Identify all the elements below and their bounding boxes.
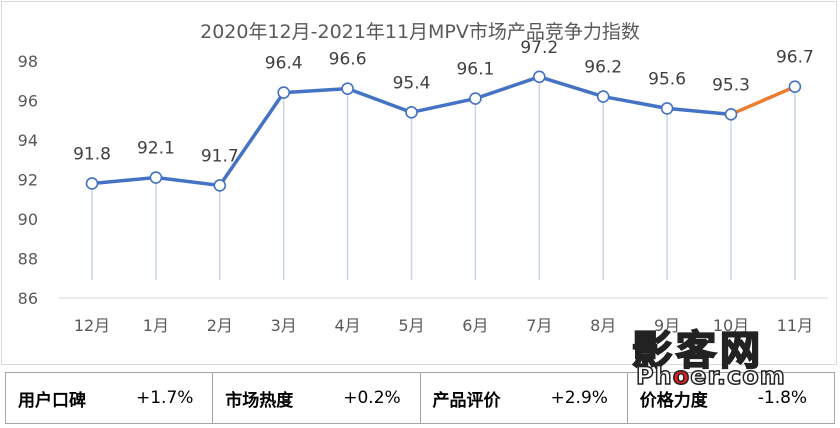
data-label: 91.8 [73,144,111,164]
metric-label: 产品评价 [432,390,501,411]
data-label: 95.6 [648,69,686,89]
metric-label: 市场热度 [225,390,294,411]
x-tick-label: 5月 [398,316,424,335]
data-point [532,70,546,84]
series-line-last-segment [729,84,797,117]
data-point [596,90,610,103]
data-label: 92.1 [137,139,175,159]
metric-label: 价格力度 [639,390,708,411]
data-label: 96.2 [584,58,622,78]
data-point [213,179,227,192]
x-tick-label: 9月 [654,316,680,335]
y-tick-label: 94 [18,131,38,150]
metric-value: +0.2% [343,388,401,408]
y-tick-label: 86 [18,289,38,308]
data-point [469,92,482,105]
metric-price-strength: 价格力度 -1.8% [628,373,834,423]
data-point [724,108,738,121]
chart-frame [1,1,837,365]
line-chart: 2020年12月-2021年11月MPV市场产品竞争力指数 86 88 90 92 94 9… [18,21,828,335]
chart-title: 2020年12月-2021年11月MPV市场产品竞争力指数 [200,21,640,43]
metrics-bar: 用户口碑 +1.7% 市场热度 +0.2% 产品评价 +2.9% 价格力度 -1… [5,372,835,424]
x-tick-label: 11月 [777,316,813,335]
data-label: 95.4 [393,73,431,93]
metric-market-heat: 市场热度 +0.2% [213,373,421,423]
x-tick-label: 4月 [335,316,361,335]
data-point [660,102,674,115]
data-point [788,80,802,93]
metric-user-reputation: 用户口碑 +1.7% [6,373,214,423]
x-tick-label: 6月 [462,316,488,335]
metric-value: -1.8% [757,388,808,408]
data-label: 96.4 [265,54,303,74]
x-tick-label: 3月 [271,316,297,335]
data-point [405,106,418,119]
x-tick-label: 12月 [74,316,110,335]
metric-value: +1.7% [136,388,194,408]
y-tick-label: 92 [18,171,38,190]
data-label: 97.2 [520,38,558,58]
y-tick-label: 98 [18,52,38,71]
y-tick-label: 96 [18,92,38,111]
data-label: 96.1 [456,60,494,80]
metric-label: 用户口碑 [18,390,86,411]
data-label: 96.6 [329,50,367,70]
metric-value: +2.9% [550,388,608,408]
y-tick-label: 90 [18,210,38,229]
x-tick-label: 1月 [143,316,169,335]
x-tick-label: 7月 [526,316,552,335]
x-tick-label: 10月 [713,316,749,335]
metric-product-review: 产品评价 +2.9% [421,373,628,423]
data-point [277,86,291,99]
data-point [149,171,163,184]
data-point [85,177,99,190]
x-tick-label: 8月 [590,316,616,335]
data-label: 95.3 [712,75,750,95]
y-tick-label: 88 [18,250,38,269]
data-label: 91.7 [201,146,239,166]
data-label: 96.7 [776,48,814,68]
x-tick-label: 2月 [207,316,233,335]
data-point [341,82,354,95]
